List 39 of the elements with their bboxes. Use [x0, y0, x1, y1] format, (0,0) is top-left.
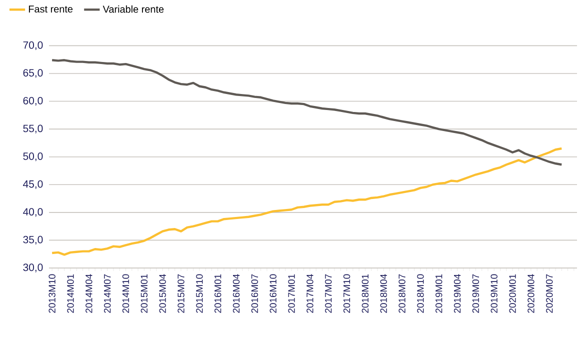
x-tick-label: 2014M01	[67, 274, 74, 313]
y-tick-label: 65,0	[23, 69, 43, 78]
y-tick-label: 40,0	[23, 208, 43, 217]
x-tick-label: 2020M01	[509, 274, 516, 313]
x-tick-label: 2018M04	[380, 274, 387, 313]
x-tick-label: 2013M10	[48, 274, 56, 313]
x-tick-label: 2020M07	[546, 274, 553, 313]
x-tick-label: 2015M10	[196, 274, 203, 313]
x-tick-label: 2015M07	[178, 274, 184, 313]
x-tick-label: 2014M07	[104, 274, 111, 313]
x-tick-label: 2018M10	[417, 274, 424, 313]
x-tick-label: 2019M10	[490, 274, 498, 313]
x-tick-label: 2019M01	[436, 274, 442, 313]
x-tick-label: 2017M04	[306, 274, 314, 313]
x-tick-label: 2018M07	[398, 274, 406, 313]
x-tick-label: 2020M04	[528, 274, 534, 313]
x-tick-label: 2014M10	[122, 274, 130, 313]
y-tick-label: 45,0	[23, 180, 43, 189]
x-tick-label: 2016M07	[251, 274, 258, 313]
x-tick-label: 2017M01	[288, 274, 295, 313]
legend-label: Variable rente	[102, 5, 164, 13]
y-tick-label: 55,0	[23, 124, 43, 134]
x-tick-label: 2015M01	[140, 274, 148, 313]
x-tick-label: 2015M04	[159, 274, 166, 313]
x-tick-label: 2017M10	[343, 274, 350, 313]
legend-label: Fast rente	[28, 6, 73, 13]
x-tick-label: 2019M07	[472, 274, 480, 313]
x-tick-label: 2019M04	[454, 274, 461, 313]
y-tick-label: 35,0	[23, 236, 43, 245]
y-tick-label: 70,0	[23, 41, 43, 50]
x-tick-label: 2014M04	[86, 274, 92, 313]
y-tick-label: 30,0	[23, 264, 43, 272]
x-tick-label: 2016M01	[214, 274, 222, 313]
y-tick-label: 60,0	[23, 96, 43, 106]
x-tick-label: 2018M01	[362, 274, 369, 313]
y-tick-label: 50,0	[23, 152, 43, 162]
x-tick-label: 2016M04	[232, 274, 240, 313]
x-tick-label: 2017M07	[325, 274, 332, 313]
x-tick-label: 2016M10	[270, 274, 276, 313]
